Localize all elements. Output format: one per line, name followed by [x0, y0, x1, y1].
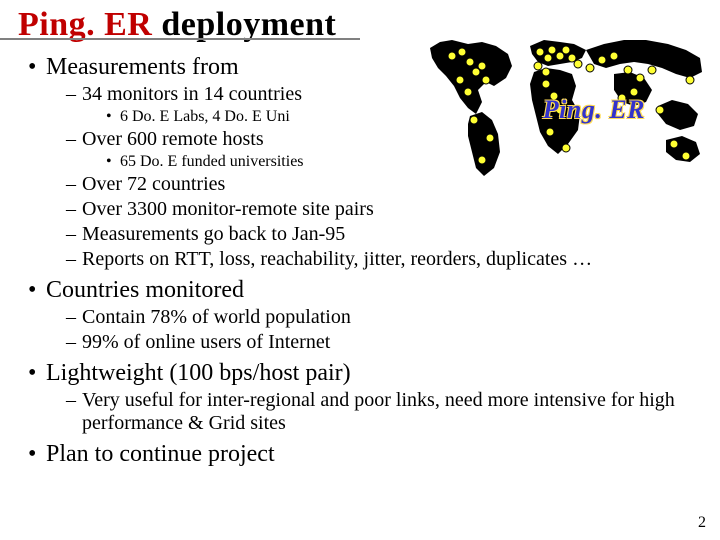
- bullet-l3: 65 Do. E funded universities: [106, 153, 702, 171]
- bullet-text: Measurements from: [46, 54, 239, 80]
- bullet-text: Very useful for inter-regional and poor …: [82, 389, 675, 434]
- pinger-text-logo: Ping. ER: [543, 95, 645, 125]
- bullet-l2: Reports on RTT, loss, reachability, jitt…: [66, 248, 702, 271]
- bullet-l2: Measurements go back to Jan-95: [66, 223, 702, 246]
- bullet-text: Over 600 remote hosts: [82, 128, 264, 150]
- bullet-l2: Very useful for inter-regional and poor …: [66, 389, 702, 435]
- sub-list: 65 Do. E funded universities: [106, 153, 702, 171]
- bullet-l2: Over 72 countries: [66, 173, 702, 196]
- bullet-text: Countries monitored: [46, 277, 244, 303]
- bullet-text: 6 Do. E Labs, 4 Do. E Uni: [120, 108, 290, 125]
- bullet-text: Measurements go back to Jan-95: [82, 223, 345, 245]
- bullet-text: Reports on RTT, loss, reachability, jitt…: [82, 248, 592, 270]
- bullet-l2: Over 600 remote hosts 65 Do. E funded uni…: [66, 128, 702, 171]
- sub-list: Very useful for inter-regional and poor …: [66, 389, 702, 435]
- bullet-text: 99% of online users of Internet: [82, 331, 330, 353]
- bullet-text: 34 monitors in 14 countries: [82, 83, 302, 105]
- bullet-l1: Measurements from 34 monitors in 14 count…: [28, 54, 702, 271]
- bullet-text: 65 Do. E funded universities: [120, 153, 304, 170]
- bullet-text: Over 72 countries: [82, 173, 225, 195]
- bullet-text: Lightweight (100 bps/host pair): [46, 360, 351, 386]
- page-number: 2: [698, 514, 706, 532]
- bullet-l2: 99% of online users of Internet: [66, 331, 702, 354]
- bullet-text: Contain 78% of world population: [82, 306, 351, 328]
- bullet-l1: Plan to continue project: [28, 441, 702, 468]
- sub-list: Contain 78% of world population 99% of on…: [66, 306, 702, 354]
- bullet-text: Plan to continue project: [46, 441, 275, 467]
- bullet-l1: Countries monitored Contain 78% of world …: [28, 277, 702, 354]
- bullet-l2: Over 3300 monitor-remote site pairs: [66, 198, 702, 221]
- bullet-l1: Lightweight (100 bps/host pair) Very usef…: [28, 360, 702, 435]
- bullet-text: Over 3300 monitor-remote site pairs: [82, 198, 374, 220]
- bullet-l2: Contain 78% of world population: [66, 306, 702, 329]
